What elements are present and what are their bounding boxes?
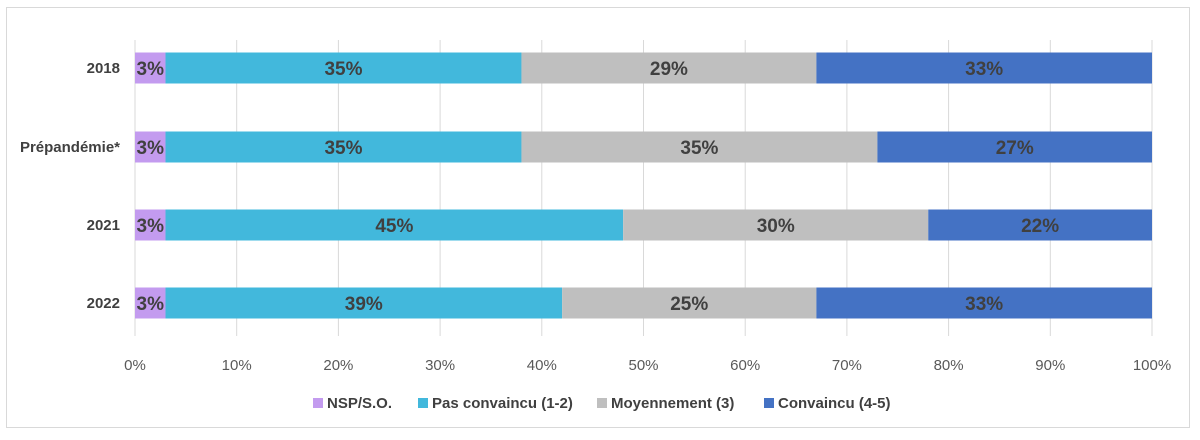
category-label: Prépandémie* xyxy=(20,139,120,156)
x-tick-label: 10% xyxy=(222,357,252,374)
legend-swatch xyxy=(313,398,323,408)
x-tick-label: 40% xyxy=(527,357,557,374)
legend: NSP/S.O. Pas convaincu (1-2) Moyennement (… xyxy=(313,395,891,412)
x-tick-label: 80% xyxy=(934,357,964,374)
bar-segment xyxy=(135,209,166,241)
x-tick-label: 90% xyxy=(1035,357,1065,374)
legend-swatch xyxy=(418,398,428,408)
data-label: 3% xyxy=(137,138,165,159)
legend-label: Convaincu (4-5) xyxy=(778,395,891,412)
x-tick-label: 50% xyxy=(628,357,658,374)
gridlines xyxy=(134,40,1153,336)
data-label: 33% xyxy=(965,59,1003,80)
bar-segment xyxy=(165,287,563,319)
data-label: 30% xyxy=(757,216,795,237)
bar-segment xyxy=(928,209,1152,241)
bar-segment xyxy=(623,209,929,241)
bar-segment xyxy=(135,131,166,163)
data-label: 22% xyxy=(1021,216,1059,237)
bar-segment xyxy=(165,131,522,163)
category-label: 2021 xyxy=(87,217,120,234)
legend-swatch xyxy=(764,398,774,408)
x-tick-labels: 0% 10% 20% 30% 40% 50% 60% 70% 80% 90% 100% xyxy=(124,357,1171,374)
bar-segment xyxy=(816,287,1152,319)
bar-segment xyxy=(816,52,1152,84)
bar-segment xyxy=(135,287,166,319)
bar-segment xyxy=(165,209,624,241)
x-tick-label: 60% xyxy=(730,357,760,374)
bar-segment xyxy=(877,131,1152,163)
bar-segment xyxy=(165,52,522,84)
legend-label: Pas convaincu (1-2) xyxy=(432,395,573,412)
data-label: 35% xyxy=(324,138,362,159)
data-label: 3% xyxy=(137,59,165,80)
bar-segment xyxy=(562,287,817,319)
data-label: 3% xyxy=(137,294,165,315)
data-label: 39% xyxy=(345,294,383,315)
x-tick-label: 20% xyxy=(323,357,353,374)
data-label: 35% xyxy=(680,138,718,159)
category-label: 2022 xyxy=(87,295,120,312)
legend-swatch xyxy=(597,398,607,408)
data-label: 45% xyxy=(375,216,413,237)
data-label: 25% xyxy=(670,294,708,315)
legend-label: Moyennement (3) xyxy=(611,395,734,412)
legend-label: NSP/S.O. xyxy=(327,395,392,412)
x-tick-label: 100% xyxy=(1133,357,1171,374)
category-labels: 2018 Prépandémie* 2021 2022 xyxy=(20,60,120,312)
category-label: 2018 xyxy=(87,60,120,77)
data-label: 27% xyxy=(996,138,1034,159)
x-tick-label: 30% xyxy=(425,357,455,374)
data-label: 35% xyxy=(324,59,362,80)
x-tick-label: 70% xyxy=(832,357,862,374)
bar-segment xyxy=(135,52,166,84)
data-label: 29% xyxy=(650,59,688,80)
data-label: 33% xyxy=(965,294,1003,315)
bar-segment xyxy=(521,52,817,84)
x-tick-label: 0% xyxy=(124,357,146,374)
bars: 3% 35% 29% 33% 3% 35% 35% 27% 3% 45% 30% 22% 3% 39% 25… xyxy=(135,52,1152,319)
bar-segment xyxy=(521,131,878,163)
data-label: 3% xyxy=(137,216,165,237)
